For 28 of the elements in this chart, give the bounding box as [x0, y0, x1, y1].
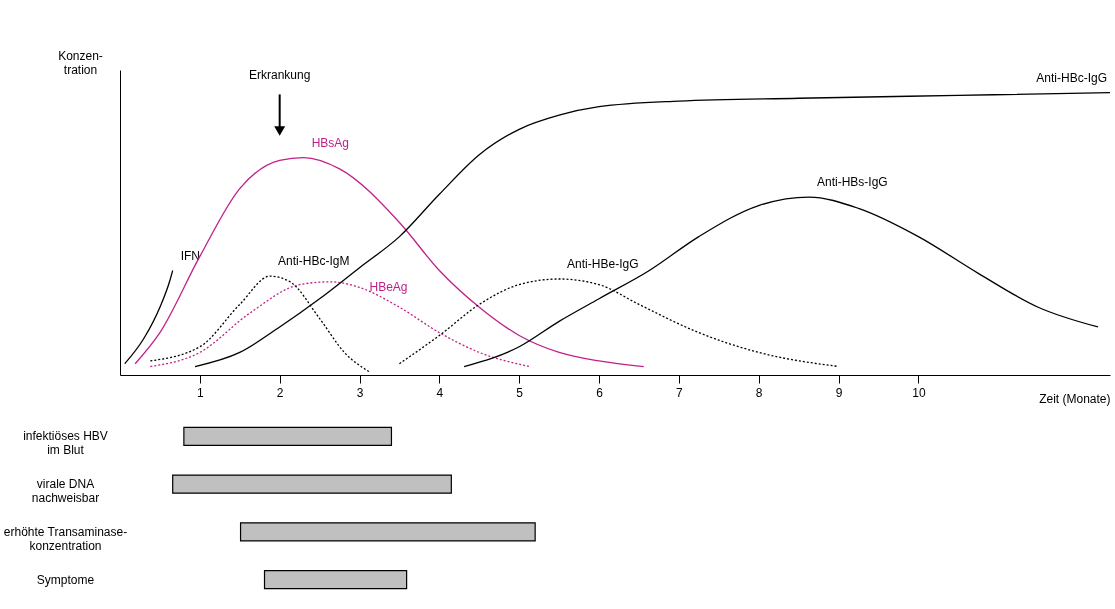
x-tick-label: 6: [596, 385, 604, 400]
bar: [183, 426, 393, 447]
x-tick-label: 2: [276, 385, 284, 400]
series-label: Anti-HBc-IgG: [1036, 70, 1107, 85]
annotation: Erkrankung: [248, 68, 311, 83]
x-tick-label: 9: [835, 385, 843, 400]
y-tick-label: erhöhte Transaminase- konzentration: [3, 524, 128, 553]
x-tick-label: 8: [755, 385, 763, 400]
x-axis-title: Zeit (Monate): [1039, 391, 1111, 406]
bar: [263, 569, 408, 590]
x-tick-label: 3: [356, 385, 364, 400]
series-label: HBeAg: [369, 280, 408, 295]
x-tick-label: 10: [912, 385, 926, 400]
series-label: Anti-HBc-IgM: [278, 254, 350, 269]
y-axis-title: Konzen- tration: [58, 48, 103, 77]
series-label: Anti-HBs-IgG: [817, 175, 888, 190]
x-tick-label: 1: [196, 385, 204, 400]
series-label: IFN: [180, 248, 201, 263]
series-label: Anti-HBe-IgG: [567, 256, 639, 271]
y-tick-label: Symptome: [36, 572, 95, 587]
bar: [172, 474, 452, 494]
x-tick-label: 5: [516, 385, 524, 400]
bar: [239, 522, 536, 542]
y-tick-label: virale DNA nachweisbar: [31, 477, 100, 506]
y-tick-label: infektiöses HBV im Blut: [23, 429, 108, 458]
series-label: HBsAg: [311, 135, 349, 150]
x-tick-label: 4: [436, 385, 444, 400]
x-tick-label: 7: [676, 385, 684, 400]
